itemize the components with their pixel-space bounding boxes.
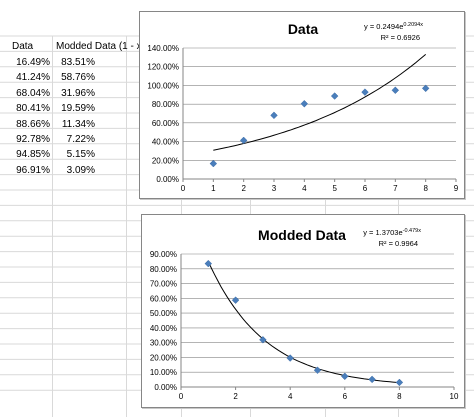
sheet-cell-modded[interactable]: 11.34% [61,118,95,130]
sheet-cell-data[interactable]: 96.91% [16,164,50,176]
data-point [391,86,400,95]
sheet-cell-modded[interactable]: 5.15% [66,149,95,161]
y-tick-label: 90.00% [150,250,177,259]
y-tick-label: 20.00% [150,353,177,362]
sheet-cell-data[interactable]: 94.85% [16,149,50,161]
y-tick-label: 70.00% [150,280,177,289]
y-tick-label: 80.00% [150,265,177,274]
sheet-cell-modded[interactable]: 58.76% [61,72,95,84]
trendline [207,261,400,384]
trendline [213,54,427,151]
x-tick-label: 7 [393,184,398,193]
y-tick-label: 120.00% [147,63,179,72]
data-point [361,88,369,96]
data-point [286,354,294,362]
x-tick-label: 1 [211,184,216,193]
sheet-cell-modded[interactable]: 31.96% [61,87,95,99]
sheet-cell-data[interactable]: 88.66% [16,118,50,130]
x-tick-label: 4 [288,392,293,401]
data-point [259,336,267,344]
chart-modded-data[interactable]: 0.00% 10.00% 20.00% 30.00% 40.00% 50.00% 60.00… [141,214,465,408]
chart-title: Modded Data [258,227,346,243]
x-tick-label: 2 [233,392,238,401]
x-tick-label: 10 [450,392,459,401]
chart-data-plot: 0.00% 20.00% 40.00% 60.00% 80.00% 100.00% 120.… [147,21,459,193]
y-tick-label: 20.00% [152,156,179,165]
x-tick-label: 8 [397,392,402,401]
data-point [231,296,240,304]
x-tick-label: 0 [181,184,186,193]
y-tick-label: 30.00% [150,339,177,348]
chart-modded-data-plot: 0.00% 10.00% 20.00% 30.00% 40.00% 50.00% 60.00… [150,227,459,401]
x-tick-label: 6 [363,184,368,193]
sheet-cell-data[interactable]: 68.04% [16,87,50,99]
sheet-cell-data[interactable]: 92.78% [16,134,50,145]
y-tick-label: 60.00% [150,294,177,303]
sheet-cell-data[interactable]: 80.41% [16,103,50,115]
chart-data[interactable]: 0.00% 20.00% 40.00% 60.00% 80.00% 100.00% 120.… [139,11,465,199]
trendline-equation: y = 0.2494e0.2094x [364,22,423,31]
data-point [239,136,248,145]
sheet-cell-modded[interactable]: 19.59% [61,103,95,115]
data-point [204,259,213,268]
y-tick-label: 80.00% [152,100,179,109]
x-tick-label: 4 [302,184,307,193]
chart-title: Data [288,21,319,37]
trendline-equation: y = 1.3703e-0.479x [363,228,421,237]
y-tick-label: 0.00% [156,175,179,184]
y-tick-label: 40.00% [152,138,179,147]
x-tick-label: 9 [454,184,459,193]
data-point [300,100,309,108]
data-point [368,375,376,384]
x-tick-label: 5 [332,184,337,193]
data-point [270,111,278,120]
data-point [330,92,339,100]
y-tick-label: 60.00% [152,119,179,128]
data-point [313,366,322,374]
r-squared: R² = 0.6926 [381,33,420,42]
x-tick-label: 0 [179,392,184,401]
x-tick-label: 8 [423,184,428,193]
sheet-cell-modded[interactable]: 7.22% [66,134,95,145]
y-tick-label: 140.00% [147,44,179,53]
data-point [395,378,404,387]
y-tick-label: 10.00% [150,368,177,377]
y-tick-label: 0.00% [154,383,177,392]
sheet-cell-modded[interactable]: 83.51% [61,57,95,68]
data-point [341,372,349,381]
data-point [421,84,430,93]
sheet-cell-modded[interactable]: 3.09% [66,164,95,176]
sheet-header-modded-data[interactable]: Modded Data (1 - x) [56,41,145,52]
x-tick-label: 3 [272,184,277,193]
y-tick-label: 40.00% [150,324,177,333]
data-point [209,159,218,168]
x-tick-label: 6 [343,392,348,401]
sheet-cell-data[interactable]: 41.24% [16,72,50,84]
sheet-header-data[interactable]: Data [12,41,34,52]
x-tick-label: 2 [241,184,246,193]
r-squared: R² = 0.9964 [379,239,418,248]
y-tick-label: 50.00% [150,309,177,318]
y-tick-label: 100.00% [147,81,179,90]
sheet-cell-data[interactable]: 16.49% [16,57,50,68]
